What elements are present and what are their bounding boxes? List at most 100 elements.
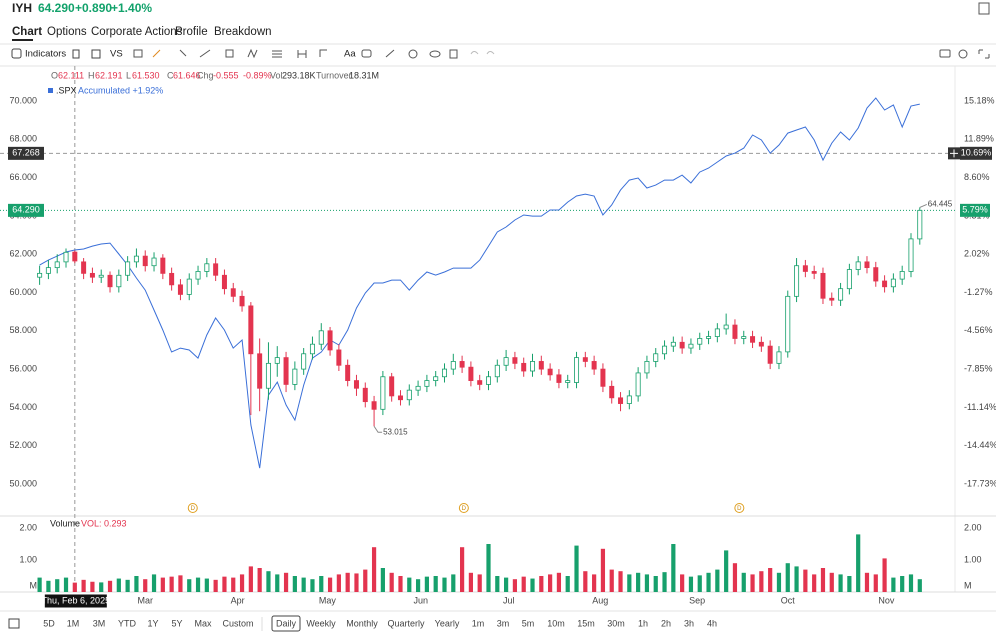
dividend-marker[interactable] [458,503,469,513]
range-button[interactable]: 5D [43,618,55,628]
volume-bar [706,572,711,592]
fullscreen-icon[interactable] [978,49,990,59]
volume-bar [812,574,817,592]
undo-icon[interactable] [470,51,479,55]
volume-bar [574,545,579,592]
line-tool[interactable] [199,49,211,58]
indicators-icon[interactable] [11,48,22,59]
interval-button[interactable]: 5m [522,618,535,628]
range-button[interactable]: 1Y [147,618,158,628]
dividend-marker[interactable] [734,503,745,513]
tab[interactable]: Corporate Actions [91,26,183,38]
volume-bar [829,572,834,592]
volume-bar [187,579,192,592]
candle-body [750,336,756,343]
candle-body [424,380,430,387]
legend-label: Accumulated +1.92% [78,85,163,95]
fib-tool[interactable] [272,50,282,58]
candle-body [582,357,588,362]
interval-button[interactable]: 2h [661,618,671,628]
interval-button[interactable]: Yearly [435,618,460,628]
candle-body [301,353,307,370]
tab[interactable]: Breakdown [214,26,272,38]
interval-button[interactable]: 3h [684,618,694,628]
last-pct: 5.79% [962,205,988,215]
range-button[interactable]: 3M [93,618,106,628]
volume-bar [319,576,324,592]
compare-button[interactable]: VS [110,49,123,60]
range-button[interactable]: 5Y [171,618,182,628]
cursor-icon[interactable] [179,49,187,57]
indicators-button[interactable]: Indicators [25,49,66,60]
measure-tool[interactable] [297,50,307,58]
volume-bar [530,578,535,592]
interval-button[interactable]: 1h [638,618,648,628]
volume-bar [81,579,86,592]
candle-body [758,341,764,347]
candle-body [151,257,157,267]
dividend-marker[interactable] [187,503,198,513]
dividend-label: D [737,506,742,512]
volume-bar [838,574,843,592]
candle-body [565,380,571,383]
interval-button[interactable]: Quarterly [387,618,425,628]
interval-button[interactable]: 30m [607,618,625,628]
interval-button[interactable]: 3m [497,618,510,628]
camera-icon[interactable] [939,49,951,58]
interval-button[interactable]: 1m [472,618,485,628]
range-button[interactable]: YTD [118,618,137,628]
volume-bar [345,572,350,592]
exit-icon[interactable] [978,2,990,15]
candle-body [81,261,87,274]
range-button[interactable]: 1M [67,618,80,628]
interval-button[interactable]: 10m [547,618,565,628]
candle-body [820,272,826,299]
candle-body [309,343,315,355]
volume-bar [46,580,51,592]
interval-button[interactable]: Weekly [306,618,336,628]
trash-icon[interactable] [449,49,458,59]
brush-tool[interactable] [408,49,418,59]
candle-body [846,269,852,290]
interval-button[interactable]: 15m [577,618,595,628]
range-button[interactable]: Custom [222,618,253,628]
tab[interactable]: Profile [175,26,208,38]
volume-bar [486,544,491,592]
candle-body [98,274,104,278]
volume-bar [521,576,526,592]
tab[interactable]: Options [47,26,87,38]
text-tool[interactable]: Aa [344,49,356,60]
ruler-tool[interactable] [385,49,395,58]
candle-body [107,274,113,288]
interval-button[interactable]: Monthly [346,618,378,628]
layout-icon[interactable] [8,618,20,629]
volume-bar [495,576,500,592]
eye-icon[interactable] [429,50,441,58]
arrow-tool[interactable] [319,49,327,57]
interval-button[interactable]: 4h [707,618,717,628]
redo-icon[interactable] [486,51,495,55]
range-button[interactable]: Max [194,618,212,628]
pattern-tool[interactable] [247,48,258,59]
volume-bar [415,579,421,592]
interval-button[interactable]: Daily [276,618,297,628]
tab[interactable]: Chart [12,26,42,38]
square-icon[interactable] [91,49,101,59]
volume-tick-label: 2.00 [19,522,37,532]
settings-icon[interactable] [958,49,968,59]
candle-type-icon[interactable] [72,49,80,59]
candle-body [441,368,447,378]
candle-body [72,251,78,262]
volume-bar [917,579,922,592]
volume-bar [882,558,887,592]
tool-icon[interactable] [133,49,143,58]
ohlc-chg-label: Chg [197,70,214,80]
pen-icon[interactable] [152,49,161,58]
plot: 70.00068.00066.00064.00062.00060.00058.0… [0,66,996,608]
candle-body [160,257,166,274]
candle-body [512,357,518,364]
comment-tool[interactable] [361,49,372,58]
shape-tool[interactable] [225,49,234,58]
candle-body [609,385,615,399]
candle-body [177,284,183,295]
